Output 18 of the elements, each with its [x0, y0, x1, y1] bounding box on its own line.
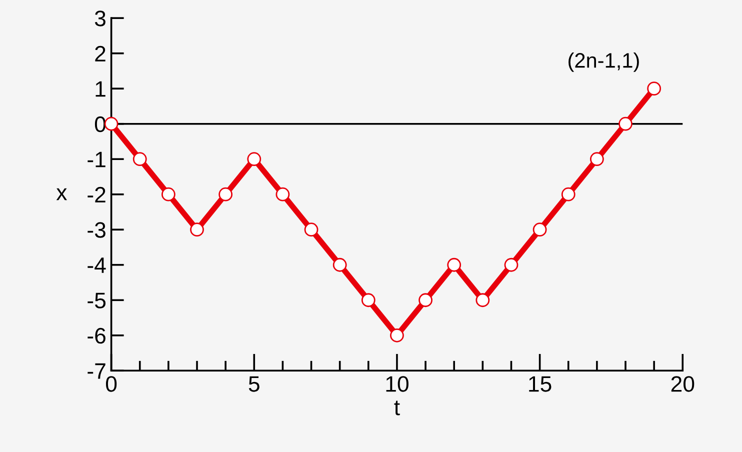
y-tick-label: -5: [88, 292, 106, 308]
y-tick-label: 2: [95, 46, 106, 62]
x-tick-label: 0: [106, 376, 117, 392]
y-tick-label: 1: [96, 81, 106, 97]
y-tick-label: -2: [88, 186, 106, 202]
y-tick-label: -4: [88, 258, 106, 273]
y-tick-label: 3: [94, 10, 106, 26]
y-tick-label: -7: [88, 363, 106, 379]
y-tick-label: -1: [88, 152, 106, 168]
x-tick-label: 5: [248, 376, 260, 392]
x-tick-label: 10: [386, 376, 408, 392]
y-tick-label: -3: [88, 222, 106, 238]
x-tick-label: 20: [671, 376, 694, 392]
y-tick-label: -6: [88, 328, 106, 344]
x-tick-label: 15: [529, 376, 552, 392]
x-axis-title: t: [394, 400, 400, 416]
annotation: (2n-1,1): [568, 52, 639, 72]
y-axis-title: x: [56, 188, 67, 200]
